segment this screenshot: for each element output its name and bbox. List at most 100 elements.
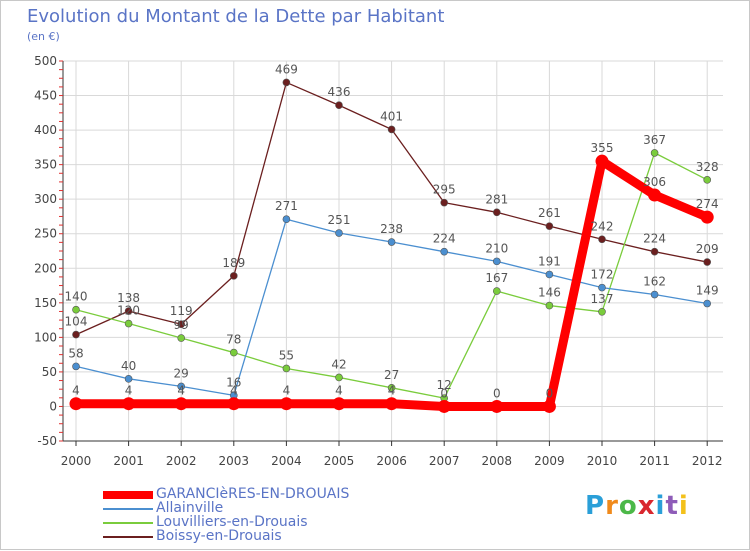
data-point: [440, 198, 449, 207]
y-tick-label: 0: [49, 399, 57, 413]
data-label: 4: [388, 384, 396, 398]
data-point: [124, 319, 133, 328]
data-point: [177, 320, 185, 329]
data-point: [335, 229, 343, 237]
data-point: [177, 382, 185, 391]
data-point: [124, 375, 133, 383]
data-label: 172: [591, 268, 614, 282]
x-tick-label: 2002: [166, 454, 197, 468]
data-label: 149: [696, 284, 719, 298]
data-point: [492, 287, 501, 295]
x-tick-label: 2010: [587, 454, 618, 468]
data-label: 281: [485, 192, 508, 206]
x-tick-label: 2009: [534, 454, 565, 468]
data-label: 306: [643, 175, 666, 189]
data-point: [545, 301, 554, 310]
unit-label: (en €): [27, 30, 60, 43]
data-label: 99: [174, 318, 189, 332]
x-tick-label: 2007: [429, 454, 460, 468]
data-label: 401: [380, 109, 403, 123]
data-label: 0: [546, 386, 554, 400]
data-point: [440, 247, 449, 256]
y-tick-label: 200: [34, 261, 57, 275]
logo-letter: P: [585, 491, 606, 521]
data-label: 140: [65, 290, 88, 304]
logo-letter: o: [618, 491, 638, 521]
data-label: 238: [380, 222, 403, 236]
data-point: [385, 397, 399, 411]
y-tick-label: 100: [34, 330, 57, 344]
data-label: 191: [538, 254, 561, 268]
data-label: 4: [230, 384, 238, 398]
data-label: 12: [437, 378, 452, 392]
data-label: 78: [226, 333, 241, 347]
data-point: [650, 247, 659, 256]
x-tick-label: 2006: [376, 454, 407, 468]
x-tick-label: 2012: [692, 454, 723, 468]
data-point: [598, 283, 606, 292]
data-label: 29: [174, 366, 189, 380]
x-tick-label: 2008: [482, 454, 513, 468]
y-tick-label: 250: [34, 227, 57, 241]
data-label: 469: [275, 62, 298, 76]
legend-label: GARANCIèRES-EN-DROUAIS: [156, 486, 350, 502]
data-label: 209: [696, 242, 719, 256]
data-point: [335, 373, 343, 382]
data-label: 189: [222, 256, 245, 270]
data-label: 42: [331, 357, 346, 371]
data-label: 27: [384, 368, 399, 382]
logo-letter: x: [637, 491, 656, 521]
legend-swatch: [103, 491, 153, 499]
data-label: 40: [121, 359, 136, 373]
data-point: [387, 238, 396, 246]
y-tick-label: 450: [34, 89, 57, 103]
data-point: [72, 330, 80, 339]
data-point: [545, 222, 554, 230]
data-label: 271: [275, 199, 298, 213]
data-point: [282, 78, 291, 87]
data-point: [650, 149, 659, 157]
y-tick-label: 400: [34, 123, 57, 137]
data-label: 0: [493, 386, 501, 400]
legend-label: Allainville: [156, 500, 224, 516]
data-label: 4: [125, 384, 133, 398]
legend-swatch: [103, 536, 153, 538]
data-point: [648, 188, 662, 202]
data-label: 58: [68, 346, 83, 360]
data-label: 16: [226, 375, 241, 389]
data-label: 138: [117, 291, 140, 305]
y-tick-label: 350: [34, 158, 57, 172]
data-point: [703, 299, 712, 308]
data-point: [230, 272, 238, 280]
data-point: [595, 154, 609, 168]
data-point: [332, 397, 346, 411]
data-point: [492, 208, 501, 217]
data-point: [542, 399, 556, 413]
logo-letter: i: [655, 491, 666, 521]
data-point: [437, 399, 451, 413]
data-label: 224: [643, 232, 666, 246]
chart-title: Evolution du Montant de la Dette par Hab…: [27, 6, 445, 27]
y-tick-label: 300: [34, 192, 57, 206]
data-point: [279, 397, 293, 411]
data-label: 120: [117, 304, 140, 318]
x-tick-label: 2001: [113, 454, 144, 468]
data-point: [650, 290, 659, 299]
data-label: 355: [591, 141, 614, 155]
data-point: [282, 215, 291, 224]
legend: GARANCIèRES-EN-DROUAIS Allainville Louvill…: [103, 486, 423, 544]
data-point: [387, 125, 396, 134]
data-label: 137: [591, 292, 614, 306]
data-point: [545, 270, 554, 279]
data-point: [177, 334, 185, 342]
data-point: [282, 364, 291, 373]
x-tick-label: 2000: [61, 454, 92, 468]
data-label: 224: [433, 232, 456, 246]
data-label: 328: [696, 160, 719, 174]
data-label: 4: [283, 384, 291, 398]
data-point: [230, 348, 238, 357]
legend-label: Boissy-en-Drouais: [156, 528, 282, 544]
data-point: [598, 235, 606, 244]
